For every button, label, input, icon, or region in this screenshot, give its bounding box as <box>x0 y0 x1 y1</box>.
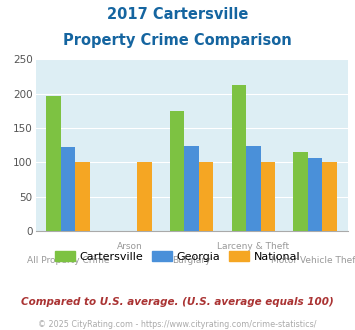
Bar <box>76 162 90 231</box>
Bar <box>261 162 275 231</box>
Bar <box>294 152 308 231</box>
Text: Property Crime Comparison: Property Crime Comparison <box>63 33 292 48</box>
Bar <box>47 96 61 231</box>
Text: Motor Vehicle Theft: Motor Vehicle Theft <box>271 256 355 265</box>
Text: © 2025 CityRating.com - https://www.cityrating.com/crime-statistics/: © 2025 CityRating.com - https://www.city… <box>38 320 317 329</box>
Bar <box>185 146 199 231</box>
Bar <box>308 158 322 231</box>
Bar <box>61 147 76 231</box>
Bar <box>137 162 152 231</box>
Text: Arson: Arson <box>117 242 143 251</box>
Legend: Cartersville, Georgia, National: Cartersville, Georgia, National <box>50 247 305 267</box>
Bar <box>199 162 213 231</box>
Text: 2017 Cartersville: 2017 Cartersville <box>107 7 248 21</box>
Bar <box>246 146 261 231</box>
Bar <box>232 85 246 231</box>
Text: All Property Crime: All Property Crime <box>27 256 109 265</box>
Bar <box>170 111 185 231</box>
Text: Burglary: Burglary <box>173 256 211 265</box>
Text: Compared to U.S. average. (U.S. average equals 100): Compared to U.S. average. (U.S. average … <box>21 297 334 307</box>
Text: Larceny & Theft: Larceny & Theft <box>217 242 290 251</box>
Bar <box>322 162 337 231</box>
